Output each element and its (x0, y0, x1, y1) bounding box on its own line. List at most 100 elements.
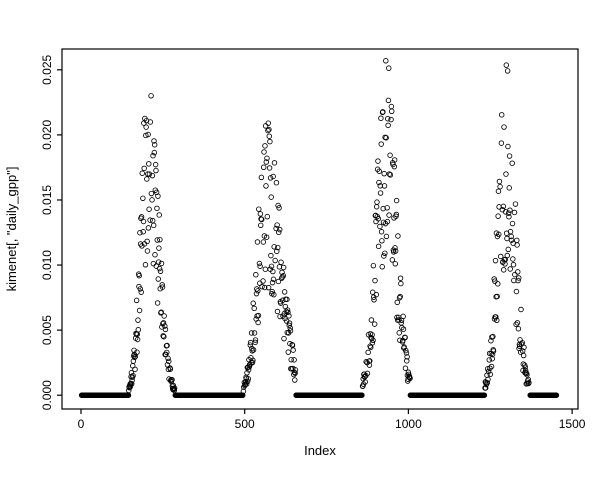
scatter-point (275, 278, 282, 285)
scatter-point (407, 375, 413, 382)
scatter-point (490, 333, 496, 340)
scatter-point (402, 365, 409, 371)
scatter-point (263, 159, 270, 165)
scatter-point (515, 326, 522, 332)
scatter-point (245, 376, 252, 382)
scatter-point (134, 349, 140, 355)
scatter-point (151, 149, 158, 156)
scatter-point (368, 344, 374, 351)
scatter-point (508, 237, 515, 243)
scatter-point (255, 312, 262, 319)
scatter-point (505, 210, 512, 216)
scatter-point (385, 122, 391, 129)
scatter-point (274, 248, 280, 255)
scatter-point (392, 248, 399, 254)
scatter-point (150, 222, 157, 229)
scatter-point (254, 239, 261, 245)
scatter-point (142, 262, 149, 268)
scatter-point (258, 222, 264, 229)
scatter-point (402, 334, 408, 341)
scatter-point (261, 284, 268, 291)
scatter-point (487, 365, 493, 371)
scatter-point (493, 314, 499, 320)
scatter-point (272, 257, 278, 264)
scatter-point (145, 225, 152, 231)
scatter-point (500, 203, 507, 210)
scatter-point (504, 68, 511, 74)
scatter-point (263, 234, 270, 240)
scatter-point (146, 171, 153, 177)
scatter-point (492, 257, 499, 264)
scatter-point (372, 277, 378, 284)
scatter-point (250, 347, 257, 353)
scatter-point (400, 313, 406, 320)
y-axis-title: kimenet[, "daily_gpp"] (4, 167, 19, 292)
y-tick-label: 0.000 (40, 380, 54, 410)
scatter-point (286, 313, 292, 319)
scatter-point (255, 288, 261, 294)
scatter-point (507, 207, 513, 213)
scatter-point (504, 252, 511, 259)
scatter-point (500, 267, 507, 273)
scatter-point (162, 326, 169, 333)
scatter-point (156, 265, 163, 272)
scatter-point (143, 124, 149, 130)
scatter-point (157, 268, 164, 275)
scatter-point (386, 171, 393, 177)
scatter-point (151, 138, 157, 144)
scatter-point (400, 326, 407, 332)
scatter-point (259, 283, 265, 290)
scatter-point (397, 275, 404, 281)
scatter-point (138, 289, 144, 295)
scatter-point (258, 174, 265, 181)
scatter-point (389, 257, 396, 263)
scatter-point (277, 226, 283, 233)
scatter-point (496, 231, 502, 238)
scatter-point (249, 359, 256, 366)
scatter-point (250, 300, 256, 306)
scatter-point (373, 204, 380, 210)
scatter-point (514, 242, 520, 248)
scatter-point (146, 206, 152, 212)
scatter-point (383, 58, 389, 64)
scatter-point (249, 348, 255, 354)
plot-box (61, 48, 579, 410)
scatter-point (153, 167, 159, 174)
scatter-point (507, 266, 513, 272)
scatter-point (481, 392, 488, 398)
scatter-point (151, 142, 158, 148)
scatter-point (147, 119, 154, 125)
y-tick-label: 0.005 (40, 315, 54, 345)
scatter-point (403, 350, 410, 356)
scatter-point (393, 211, 400, 218)
scatter-point (393, 197, 400, 204)
scatter-point (141, 165, 147, 172)
scatter-point (291, 369, 298, 376)
scatter-point (511, 209, 518, 216)
scatter-point (292, 370, 298, 376)
scatter-point (505, 143, 511, 150)
scatter-point (275, 244, 281, 251)
scatter-point (364, 370, 371, 377)
scatter-point (270, 268, 276, 275)
scatter-point (385, 97, 392, 104)
scatter-point (262, 143, 268, 149)
scatter-point (404, 358, 410, 364)
scatter-point (155, 193, 161, 199)
scatter-point (513, 321, 519, 328)
scatter-point (375, 158, 381, 164)
scatter-point (371, 297, 377, 303)
scatter-point (368, 317, 375, 323)
scatter-point (273, 225, 279, 232)
scatter-point (252, 337, 259, 343)
scatter-point (152, 161, 159, 168)
scatter-point (129, 381, 135, 387)
scatter-point (243, 375, 250, 382)
scatter-point (156, 245, 162, 251)
scatter-point (274, 308, 281, 315)
scatter-point (383, 135, 389, 141)
scatter-point (377, 190, 384, 196)
scatter-point (277, 313, 283, 320)
scatter-point (292, 367, 299, 373)
